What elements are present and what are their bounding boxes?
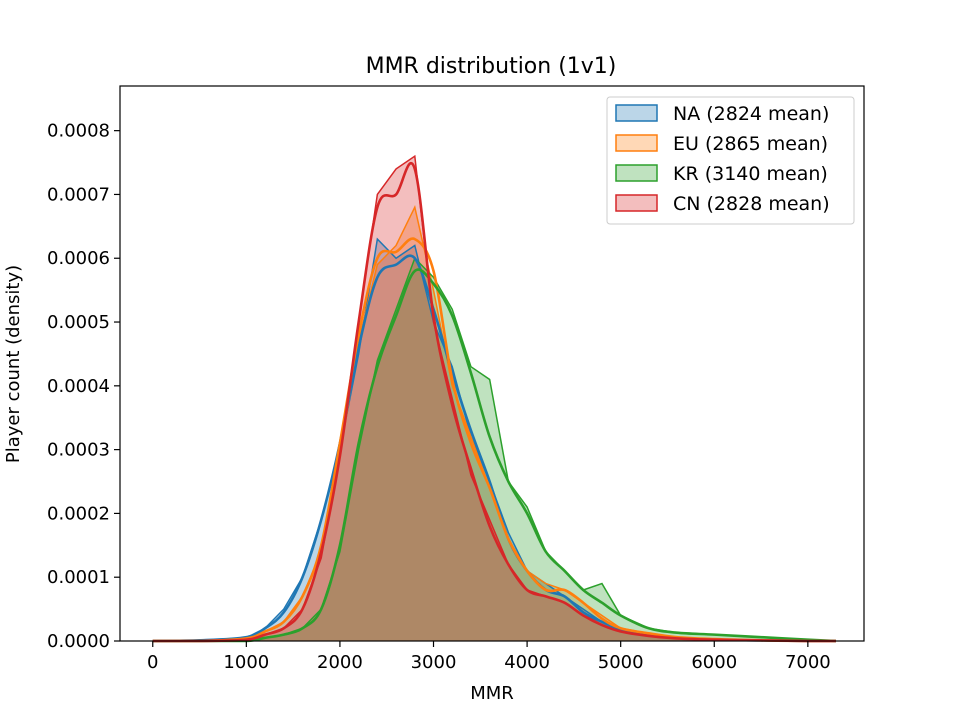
legend-label-eu: EU (2865 mean)	[673, 133, 828, 155]
series-kde-line-cn	[152, 161, 836, 643]
legend-swatch-cn	[615, 194, 658, 212]
y-tick-label: 0.0006	[47, 248, 110, 269]
legend-label-kr: KR (3140 mean)	[673, 163, 828, 185]
legend-label-na: NA (2824 mean)	[673, 103, 829, 125]
plot-frame	[119, 85, 865, 642]
y-axis: 0.0000 0.0001 0.0002 0.0003 0.0004 0.0005 0.00…	[47, 121, 120, 652]
x-tick-label: 1000	[223, 652, 269, 673]
series-area-cn	[152, 156, 836, 642]
y-tick-label: 0.0000	[47, 631, 110, 652]
x-axis-label: MMR	[470, 683, 514, 704]
y-axis-label: Player count (density)	[3, 265, 24, 463]
y-tick-label: 0.0001	[47, 567, 110, 588]
plot-area	[152, 154, 836, 643]
x-tick-label: 3000	[411, 652, 457, 673]
y-tick-label: 0.0005	[47, 312, 110, 333]
legend-label-cn: CN (2828 mean)	[673, 193, 830, 215]
series-area-eu	[152, 207, 836, 641]
series-kde-line-eu	[152, 237, 836, 643]
x-tick-label: 7000	[785, 652, 831, 673]
y-tick-label: 0.0002	[47, 503, 110, 524]
y-tick-label: 0.0003	[47, 440, 110, 461]
x-tick-label: 2000	[317, 652, 363, 673]
y-tick-label: 0.0004	[47, 376, 110, 397]
chart-title: MMR distribution (1v1)	[366, 54, 617, 79]
x-tick-label: 0	[147, 652, 158, 673]
legend-box	[606, 96, 855, 225]
legend-swatch-eu	[615, 134, 658, 152]
x-tick-label: 6000	[691, 652, 737, 673]
x-axis: 0 1000 2000 3000 4000 5000 6000 7000	[147, 641, 831, 673]
x-tick-label: 4000	[504, 652, 550, 673]
y-tick-label: 0.0008	[47, 121, 110, 142]
legend-swatch-kr	[615, 164, 658, 182]
y-tick-label: 0.0007	[47, 184, 110, 205]
x-tick-label: 5000	[598, 652, 644, 673]
legend: NA (2824 mean) EU (2865 mean) KR (3140 mea…	[606, 96, 855, 225]
legend-swatch-na	[615, 104, 658, 122]
series-kde-line-kr	[152, 268, 836, 643]
